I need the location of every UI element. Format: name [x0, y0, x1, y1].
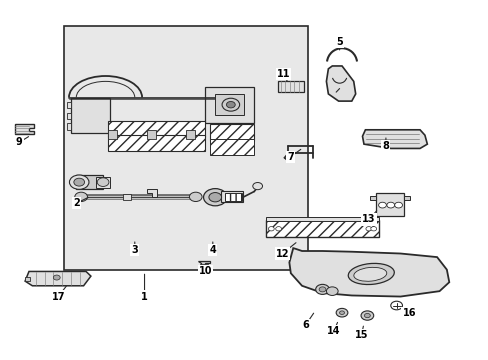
Circle shape: [97, 178, 109, 186]
Text: 16: 16: [402, 308, 415, 318]
Text: 7: 7: [287, 152, 294, 162]
Bar: [277, 81, 304, 92]
Circle shape: [394, 202, 402, 208]
Bar: [199, 264, 208, 268]
Circle shape: [208, 193, 221, 202]
Circle shape: [365, 226, 371, 231]
Text: 17: 17: [51, 292, 65, 302]
Circle shape: [53, 275, 60, 280]
Text: 1: 1: [141, 292, 147, 302]
Text: 4: 4: [209, 245, 216, 255]
Text: 6: 6: [302, 320, 308, 330]
Polygon shape: [404, 196, 409, 200]
Polygon shape: [289, 248, 448, 297]
Bar: [375, 193, 404, 216]
Text: 11: 11: [276, 69, 290, 79]
Circle shape: [326, 287, 337, 296]
Bar: [221, 192, 243, 202]
Circle shape: [390, 301, 402, 310]
Bar: [210, 139, 254, 155]
Circle shape: [226, 102, 235, 108]
Ellipse shape: [347, 264, 393, 284]
Polygon shape: [198, 261, 210, 266]
Circle shape: [315, 284, 329, 294]
Polygon shape: [326, 66, 355, 101]
Bar: [185, 130, 194, 139]
Polygon shape: [369, 196, 375, 200]
Bar: [205, 87, 254, 123]
Circle shape: [74, 178, 84, 186]
Text: 15: 15: [354, 330, 367, 340]
Bar: [64, 26, 307, 270]
Circle shape: [203, 189, 226, 206]
Circle shape: [75, 192, 87, 202]
Text: 2: 2: [73, 198, 80, 208]
Text: 10: 10: [198, 266, 212, 276]
Circle shape: [339, 311, 344, 315]
Text: 9: 9: [16, 138, 22, 147]
Polygon shape: [66, 123, 71, 130]
Bar: [224, 193, 242, 201]
Bar: [108, 121, 205, 137]
Bar: [147, 130, 156, 139]
Circle shape: [275, 226, 281, 231]
Ellipse shape: [353, 267, 386, 281]
Circle shape: [386, 202, 394, 208]
Bar: [122, 194, 131, 200]
Bar: [76, 175, 103, 189]
Circle shape: [268, 226, 274, 231]
Polygon shape: [66, 102, 71, 108]
Bar: [108, 135, 205, 151]
Polygon shape: [25, 271, 91, 286]
Bar: [96, 177, 110, 188]
Text: 14: 14: [326, 326, 340, 336]
Circle shape: [370, 226, 376, 231]
Text: 8: 8: [382, 141, 388, 151]
Bar: [266, 220, 378, 237]
Circle shape: [69, 175, 89, 189]
Polygon shape: [362, 130, 427, 148]
Text: 12: 12: [275, 248, 289, 258]
Bar: [266, 217, 378, 221]
Bar: [71, 98, 110, 134]
Bar: [215, 94, 244, 116]
Circle shape: [189, 192, 202, 202]
Circle shape: [252, 183, 262, 190]
Bar: [108, 130, 117, 139]
Polygon shape: [147, 189, 157, 197]
Text: 3: 3: [131, 245, 138, 255]
Polygon shape: [66, 113, 71, 119]
Text: 5: 5: [336, 37, 342, 47]
Circle shape: [360, 311, 373, 320]
Bar: [210, 125, 254, 140]
Circle shape: [364, 314, 369, 318]
Circle shape: [378, 202, 386, 208]
Text: 13: 13: [361, 215, 375, 224]
Polygon shape: [15, 125, 34, 134]
Circle shape: [335, 309, 347, 317]
Circle shape: [319, 287, 325, 292]
Polygon shape: [25, 277, 30, 281]
Circle shape: [222, 98, 239, 111]
